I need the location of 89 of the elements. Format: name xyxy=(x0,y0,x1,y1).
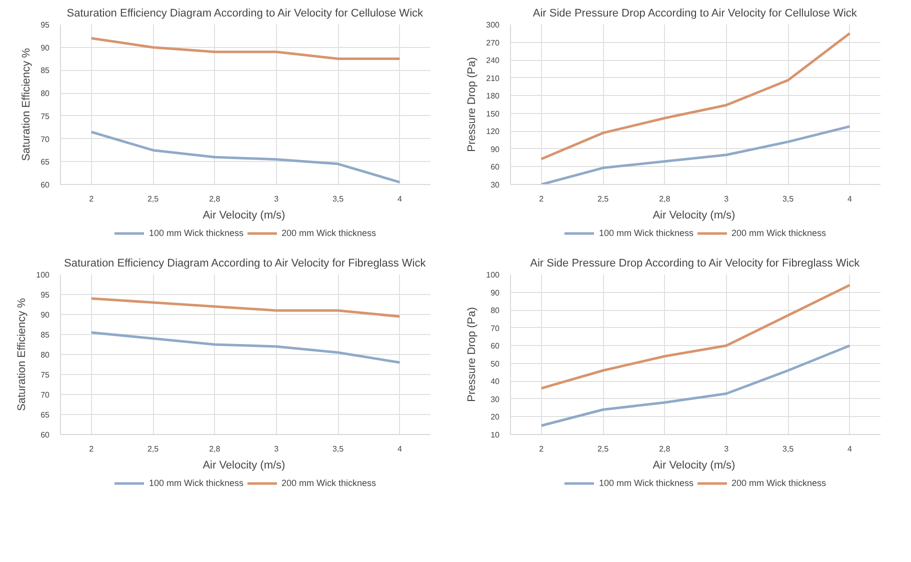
y-tick-label: 150 xyxy=(486,109,500,118)
legend-label: 200 mm Wick thickness xyxy=(282,477,376,489)
y-tick-label: 80 xyxy=(40,89,50,98)
y-tick-label: 100 xyxy=(486,270,500,280)
x-axis-title: Air Velocity (m/s) xyxy=(202,210,286,222)
y-tick-label: 60 xyxy=(490,162,500,172)
y-axis-title: Pressure Drop (Pa) xyxy=(466,307,478,402)
x-tick-label: 4 xyxy=(847,194,852,204)
line-series xyxy=(540,344,851,427)
y-tick-label: 240 xyxy=(486,56,500,66)
x-tick-label: 2,5 xyxy=(147,444,160,454)
y-tick-label: 95 xyxy=(40,290,50,300)
x-tick-label: 3,5 xyxy=(782,194,794,204)
y-tick-label: 100 xyxy=(36,270,50,280)
x-tick-label: 2 xyxy=(89,194,94,204)
y-axis-title: Saturation Efficiency % xyxy=(20,48,33,161)
legend-label: 100 mm Wick thickness xyxy=(598,477,694,489)
y-tick-label: 90 xyxy=(40,43,50,52)
x-tick-label: 2,8 xyxy=(659,444,671,454)
x-tick-label: 2 xyxy=(539,194,544,204)
y-tick-label: 120 xyxy=(486,127,500,136)
y-tick-label: 70 xyxy=(40,390,50,400)
y-axis-title: Saturation Efficiency % xyxy=(16,298,28,411)
y-tick-label: 40 xyxy=(490,377,500,386)
y-tick-label: 180 xyxy=(486,92,500,101)
line-series xyxy=(540,284,851,390)
x-axis-title: Air Velocity (m/s) xyxy=(652,210,736,222)
line-series xyxy=(90,36,401,60)
chart-title: Saturation Efficiency Diagram According to Air Velocity for Cellulose Wick xyxy=(66,8,424,20)
x-tick-label: 2 xyxy=(539,444,544,454)
y-tick-label: 300 xyxy=(486,20,500,30)
line-series xyxy=(540,125,851,184)
y-tick-label: 90 xyxy=(40,310,50,320)
x-tick-label: 4 xyxy=(397,194,402,204)
y-tick-label: 60 xyxy=(490,342,500,351)
x-tick-label: 3 xyxy=(724,194,730,204)
line-series xyxy=(90,130,401,184)
x-tick-label: 2,5 xyxy=(597,444,610,454)
y-tick-label: 210 xyxy=(486,74,500,83)
y-tick-label: 95 xyxy=(40,20,50,30)
legend-label: 200 mm Wick thickness xyxy=(282,227,376,239)
y-tick-label: 60 xyxy=(40,180,50,190)
chart-title: Air Side Pressure Drop According to Air Velocity for Fibreglass Wick xyxy=(530,258,860,270)
y-tick-label: 60 xyxy=(40,430,50,440)
legend-label: 100 mm Wick thickness xyxy=(598,227,694,239)
y-axis-title: Pressure Drop (Pa) xyxy=(466,57,478,152)
x-axis-title: Air Velocity (m/s) xyxy=(652,460,736,472)
y-tick-label: 80 xyxy=(40,350,50,360)
y-tick-label: 85 xyxy=(40,330,50,340)
x-tick-label: 2,5 xyxy=(597,194,610,204)
y-tick-label: 30 xyxy=(490,180,500,190)
x-tick-label: 3 xyxy=(274,194,280,204)
y-tick-label: 50 xyxy=(490,359,500,368)
y-tick-label: 70 xyxy=(490,324,500,333)
legend-label: 200 mm Wick thickness xyxy=(732,227,826,239)
x-tick-label: 2,8 xyxy=(209,444,221,454)
line-series xyxy=(90,331,401,364)
y-tick-label: 20 xyxy=(490,412,500,422)
chart-title: Saturation Efficiency Diagram According to Air Velocity for Fibreglass Wick xyxy=(64,258,426,270)
y-tick-label: 75 xyxy=(40,370,50,380)
x-tick-label: 3,5 xyxy=(332,194,344,204)
legend-label: 100 mm Wick thickness xyxy=(148,227,244,239)
y-tick-label: 80 xyxy=(490,306,500,316)
x-tick-label: 3 xyxy=(724,444,730,454)
legend-label: 200 mm Wick thickness xyxy=(732,477,826,489)
x-tick-label: 4 xyxy=(847,444,852,454)
legend-label: 100 mm Wick thickness xyxy=(148,477,244,489)
y-tick-label: 85 xyxy=(40,66,50,76)
x-tick-label: 2,8 xyxy=(209,194,221,204)
x-tick-label: 2,5 xyxy=(147,194,160,204)
y-tick-label: 75 xyxy=(40,112,50,121)
y-tick-label: 30 xyxy=(490,394,500,404)
x-tick-label: 4 xyxy=(397,444,402,454)
y-tick-label: 90 xyxy=(490,144,500,154)
y-tick-label: 65 xyxy=(40,158,50,167)
y-tick-label: 10 xyxy=(490,430,500,440)
chart-title: Air Side Pressure Drop According to Air Velocity for Cellulose Wick xyxy=(532,8,858,20)
line-series xyxy=(90,297,401,318)
y-tick-label: 70 xyxy=(40,134,50,144)
y-tick-label: 90 xyxy=(490,288,500,298)
y-tick-label: 270 xyxy=(486,38,500,48)
x-tick-label: 2 xyxy=(89,444,94,454)
x-tick-label: 3 xyxy=(274,444,280,454)
line-series xyxy=(540,32,851,160)
x-axis-title: Air Velocity (m/s) xyxy=(202,460,286,472)
x-tick-label: 3,5 xyxy=(782,444,794,454)
y-tick-label: 65 xyxy=(40,410,50,420)
x-tick-label: 2,8 xyxy=(659,194,671,204)
x-tick-label: 3,5 xyxy=(332,444,344,454)
